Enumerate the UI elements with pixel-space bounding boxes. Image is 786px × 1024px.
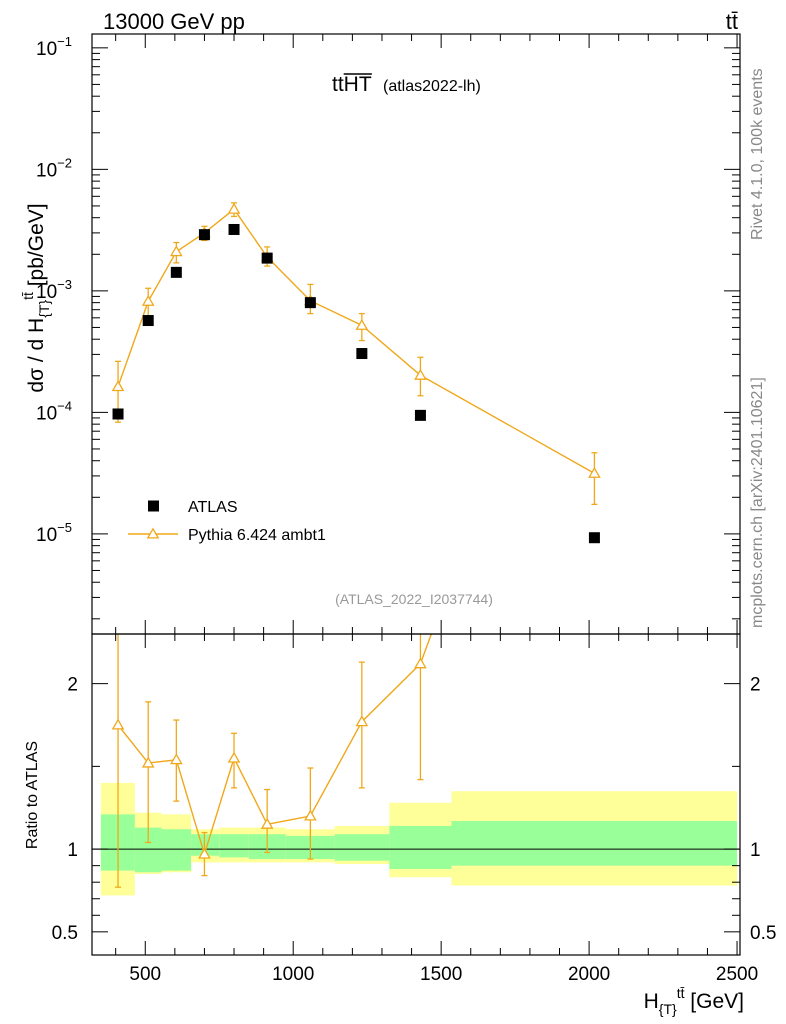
ratio-tick-label-right-0: 0.5	[750, 923, 776, 944]
mc-ratio-point-2	[170, 753, 183, 765]
mc-ratio-point-6	[304, 809, 317, 821]
x-axis-title-sup: tt̄	[677, 985, 685, 1001]
band-inner-4	[219, 834, 249, 858]
x-axis-title-sub: {T}	[659, 1001, 677, 1017]
mc-line	[117, 208, 595, 474]
x-tick-label-0: 500	[129, 964, 161, 985]
y-tick-label-4: 10−5	[36, 520, 72, 546]
data-point-3	[198, 229, 210, 241]
mc-ratio-point-5	[260, 817, 274, 829]
band-inner-3	[191, 834, 220, 856]
mc-ratio-point-0	[111, 718, 125, 730]
data-point-2	[170, 266, 182, 278]
ratio-tick-label-right-2: 2	[750, 675, 761, 696]
y-tick-label-1: 10−2	[36, 155, 72, 181]
rivet-label: Rivet 4.1.0, 100k events	[749, 68, 766, 240]
y-tick-label-2: 10−3	[36, 277, 72, 303]
y-tick-label-base: 10	[36, 39, 57, 60]
mc-point-9	[588, 466, 601, 478]
ratio-frame	[91, 633, 741, 956]
plot-title-prefix: tt	[332, 73, 344, 96]
x-axis-title-a: H	[644, 990, 659, 1013]
y-tick-label-base: 10	[36, 160, 57, 181]
data-point-0	[112, 408, 124, 420]
mc-ratio-point-1	[141, 756, 155, 768]
y-tick-label-exp: −4	[57, 398, 72, 413]
mc-ratio-line	[117, 634, 433, 857]
x-tick-label-1: 1000	[272, 964, 314, 985]
y-tick-label-exp: −1	[57, 34, 72, 49]
data-point-1	[142, 315, 154, 327]
y-axis-title-b: [pb/GeV]	[25, 203, 48, 292]
plot-title: ttHT	[332, 73, 372, 96]
ratio-tick-label-right-1: 1	[750, 840, 761, 861]
legend-label-0: ATLAS	[188, 499, 238, 516]
band-inner-9	[451, 820, 738, 866]
data-point-9	[588, 532, 600, 544]
data-point-7	[356, 348, 368, 360]
data-series-upper	[112, 223, 600, 544]
y-tick-label-0: 10−1	[36, 34, 72, 60]
x-axis-title-b: [GeV]	[684, 990, 744, 1013]
y-tick-label-base: 10	[36, 525, 57, 546]
y-tick-label-3: 10−4	[36, 398, 72, 424]
process-label: tt̄	[726, 9, 738, 34]
y-axis-title-sup: tt̄	[20, 292, 36, 300]
mc-point-1	[141, 294, 155, 306]
y-tick-label-base: 10	[36, 403, 57, 424]
mc-point-4	[227, 202, 241, 214]
mc-ratio-point-3	[198, 847, 211, 859]
ratio-tick-label-0: 0.5	[52, 923, 78, 944]
mcplots-label: mcplots.cern.ch [arXiv:2401.10621]	[749, 377, 766, 628]
ratio-tick-label-1: 1	[67, 840, 78, 861]
data-point-6	[304, 297, 316, 309]
mc-point-7	[355, 318, 369, 330]
y-axis-title-sub: {T}	[36, 300, 52, 318]
band-inner-8	[389, 825, 452, 869]
y-axis-title: dσ / d H{T}tt̄ [pb/GeV]	[20, 203, 52, 392]
mc-ratio-point-8	[414, 657, 427, 669]
analysis-id: (ATLAS_2022_I2037744)	[335, 591, 493, 607]
x-tick-label-3: 2000	[568, 964, 610, 985]
y-tick-label-exp: −5	[57, 520, 72, 535]
x-tick-label-4: 2500	[716, 964, 758, 985]
plot-title-ht: HT	[344, 73, 372, 96]
mc-point-0	[111, 380, 125, 392]
y-tick-label-base: 10	[36, 282, 57, 303]
band-inner-2	[161, 829, 192, 871]
ratio-tick-label-2: 2	[67, 675, 78, 696]
data-point-5	[261, 252, 273, 264]
plot-title-tag: (atlas2022-lh)	[383, 78, 481, 95]
y-axis-title-a: dσ / d H	[25, 318, 48, 393]
data-point-4	[228, 223, 240, 235]
mc-point-8	[414, 368, 427, 380]
data-point-8	[414, 409, 426, 421]
mc-ratio-point-4	[227, 751, 241, 763]
y-tick-label-exp: −2	[57, 155, 72, 170]
beam-label: 13000 GeV pp	[103, 9, 245, 34]
legend-marker-data	[148, 500, 159, 512]
x-tick-label-2: 1500	[420, 964, 462, 985]
legend-marker-mc	[146, 527, 160, 539]
legend-label-1: Pythia 6.424 ambt1	[188, 527, 326, 544]
mc-point-2	[170, 245, 183, 257]
axes: 500 1000 1500 2000 250010−110−210−310−410−50…	[36, 33, 776, 985]
mc-series-ratio	[111, 634, 433, 888]
y-tick-label-exp: −3	[57, 277, 72, 292]
mc-ratio-point-7	[355, 715, 369, 727]
band-inner-7	[334, 834, 390, 861]
legend: ATLAS Pythia 6.424 ambt1	[128, 499, 326, 544]
x-axis-title: H{T}tt̄ [GeV]	[644, 985, 744, 1017]
ratio-axis-title: Ratio to ATLAS	[24, 741, 41, 849]
